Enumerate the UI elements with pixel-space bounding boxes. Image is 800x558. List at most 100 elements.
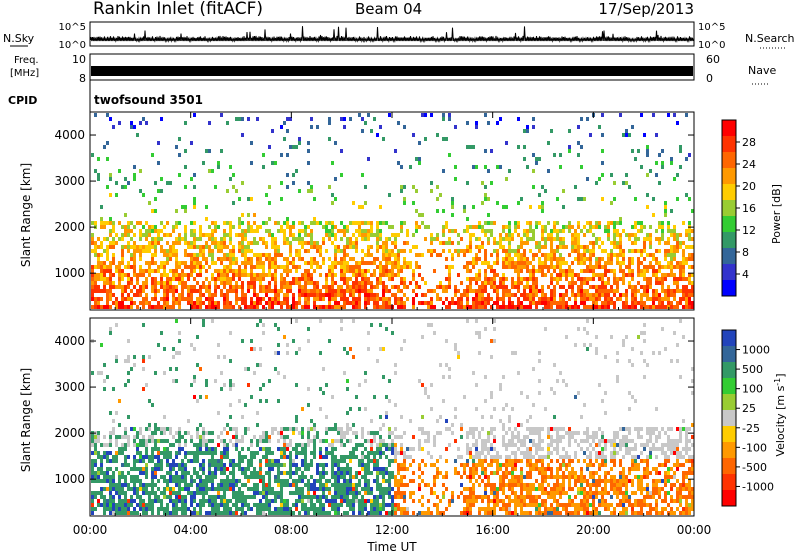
- rti-cell: [325, 293, 328, 297]
- rti-cell: [655, 237, 658, 241]
- rti-cell: [124, 213, 127, 217]
- rti-cell: [220, 495, 223, 499]
- rti-cell: [190, 241, 193, 245]
- rti-cell: [376, 499, 379, 503]
- rti-cell: [136, 277, 139, 281]
- rti-cell: [445, 471, 448, 475]
- rti-cell: [283, 463, 286, 467]
- rti-cell: [526, 257, 529, 261]
- rti-cell: [277, 483, 280, 487]
- rti-cell: [373, 455, 376, 459]
- rti-cell: [298, 491, 301, 495]
- rti-cell: [301, 305, 304, 309]
- rti-cell: [136, 133, 139, 137]
- rti-cell: [358, 503, 361, 507]
- rti-cell: [478, 249, 481, 253]
- rti-cell: [679, 265, 682, 269]
- rti-cell: [388, 277, 391, 281]
- rti-cell: [244, 301, 247, 305]
- rti-cell: [346, 423, 349, 427]
- rti-cell: [193, 269, 196, 273]
- rti-cell: [298, 301, 301, 305]
- rti-cell: [493, 407, 496, 411]
- rti-cell: [373, 117, 376, 121]
- rti-cell: [109, 245, 112, 249]
- rti-cell: [484, 459, 487, 463]
- rti-cell: [196, 335, 199, 339]
- rti-cell: [178, 451, 181, 455]
- rti-cell: [133, 443, 136, 447]
- rti-cell: [247, 479, 250, 483]
- rti-cell: [502, 229, 505, 233]
- rti-cell: [385, 273, 388, 277]
- rti-cell: [463, 495, 466, 499]
- rti-cell: [469, 233, 472, 237]
- rti-cell: [115, 435, 118, 439]
- rti-cell: [160, 431, 163, 435]
- rti-cell: [151, 431, 154, 435]
- rti-cell: [472, 471, 475, 475]
- rti-cell: [253, 305, 256, 309]
- rti-cell: [529, 237, 532, 241]
- rti-cell: [637, 249, 640, 253]
- rti-cell: [319, 319, 322, 323]
- rti-cell: [229, 285, 232, 289]
- rti-cell: [601, 161, 604, 165]
- rti-cell: [625, 265, 628, 269]
- rti-cell: [340, 273, 343, 277]
- rti-cell: [91, 511, 94, 515]
- rti-cell: [508, 225, 511, 229]
- rti-cell: [580, 285, 583, 289]
- rti-cell: [292, 479, 295, 483]
- rti-cell: [94, 249, 97, 253]
- rti-cell: [211, 479, 214, 483]
- rti-cell: [229, 253, 232, 257]
- rti-cell: [394, 455, 397, 459]
- rti-cell: [115, 233, 118, 237]
- rti-cell: [352, 245, 355, 249]
- rti-cell: [562, 293, 565, 297]
- rti-cell: [478, 293, 481, 297]
- rti-cell: [541, 225, 544, 229]
- rti-cell: [331, 277, 334, 281]
- rti-cell: [109, 411, 112, 415]
- rti-cell: [205, 483, 208, 487]
- rti-cell: [280, 479, 283, 483]
- rti-cell: [679, 149, 682, 153]
- rti-cell: [238, 495, 241, 499]
- rti-cell: [157, 439, 160, 443]
- rti-cell: [376, 511, 379, 515]
- rti-cell: [214, 285, 217, 289]
- rti-cell: [103, 507, 106, 511]
- rti-cell: [160, 467, 163, 471]
- rti-cell: [550, 301, 553, 305]
- rti-cell: [382, 439, 385, 443]
- rti-cell: [529, 297, 532, 301]
- rti-cell: [163, 347, 166, 351]
- rti-cell: [103, 499, 106, 503]
- rti-cell: [559, 265, 562, 269]
- rti-cell: [592, 253, 595, 257]
- rti-cell: [616, 221, 619, 225]
- rti-cell: [469, 305, 472, 309]
- rti-cell: [274, 499, 277, 503]
- rti-cell: [658, 281, 661, 285]
- rti-cell: [538, 301, 541, 305]
- rti-cell: [109, 327, 112, 331]
- rti-cell: [97, 435, 100, 439]
- rti-cell: [469, 471, 472, 475]
- rti-cell: [679, 261, 682, 265]
- rti-cell: [613, 245, 616, 249]
- rti-cell: [163, 281, 166, 285]
- rti-cell: [310, 463, 313, 467]
- rti-cell: [151, 491, 154, 495]
- rti-cell: [337, 487, 340, 491]
- rti-cell: [106, 487, 109, 491]
- rti-cell: [547, 257, 550, 261]
- rti-cell: [649, 233, 652, 237]
- rti-cell: [334, 439, 337, 443]
- rti-cell: [493, 459, 496, 463]
- rti-cell: [184, 439, 187, 443]
- rti-cell: [232, 435, 235, 439]
- rti-cell: [589, 133, 592, 137]
